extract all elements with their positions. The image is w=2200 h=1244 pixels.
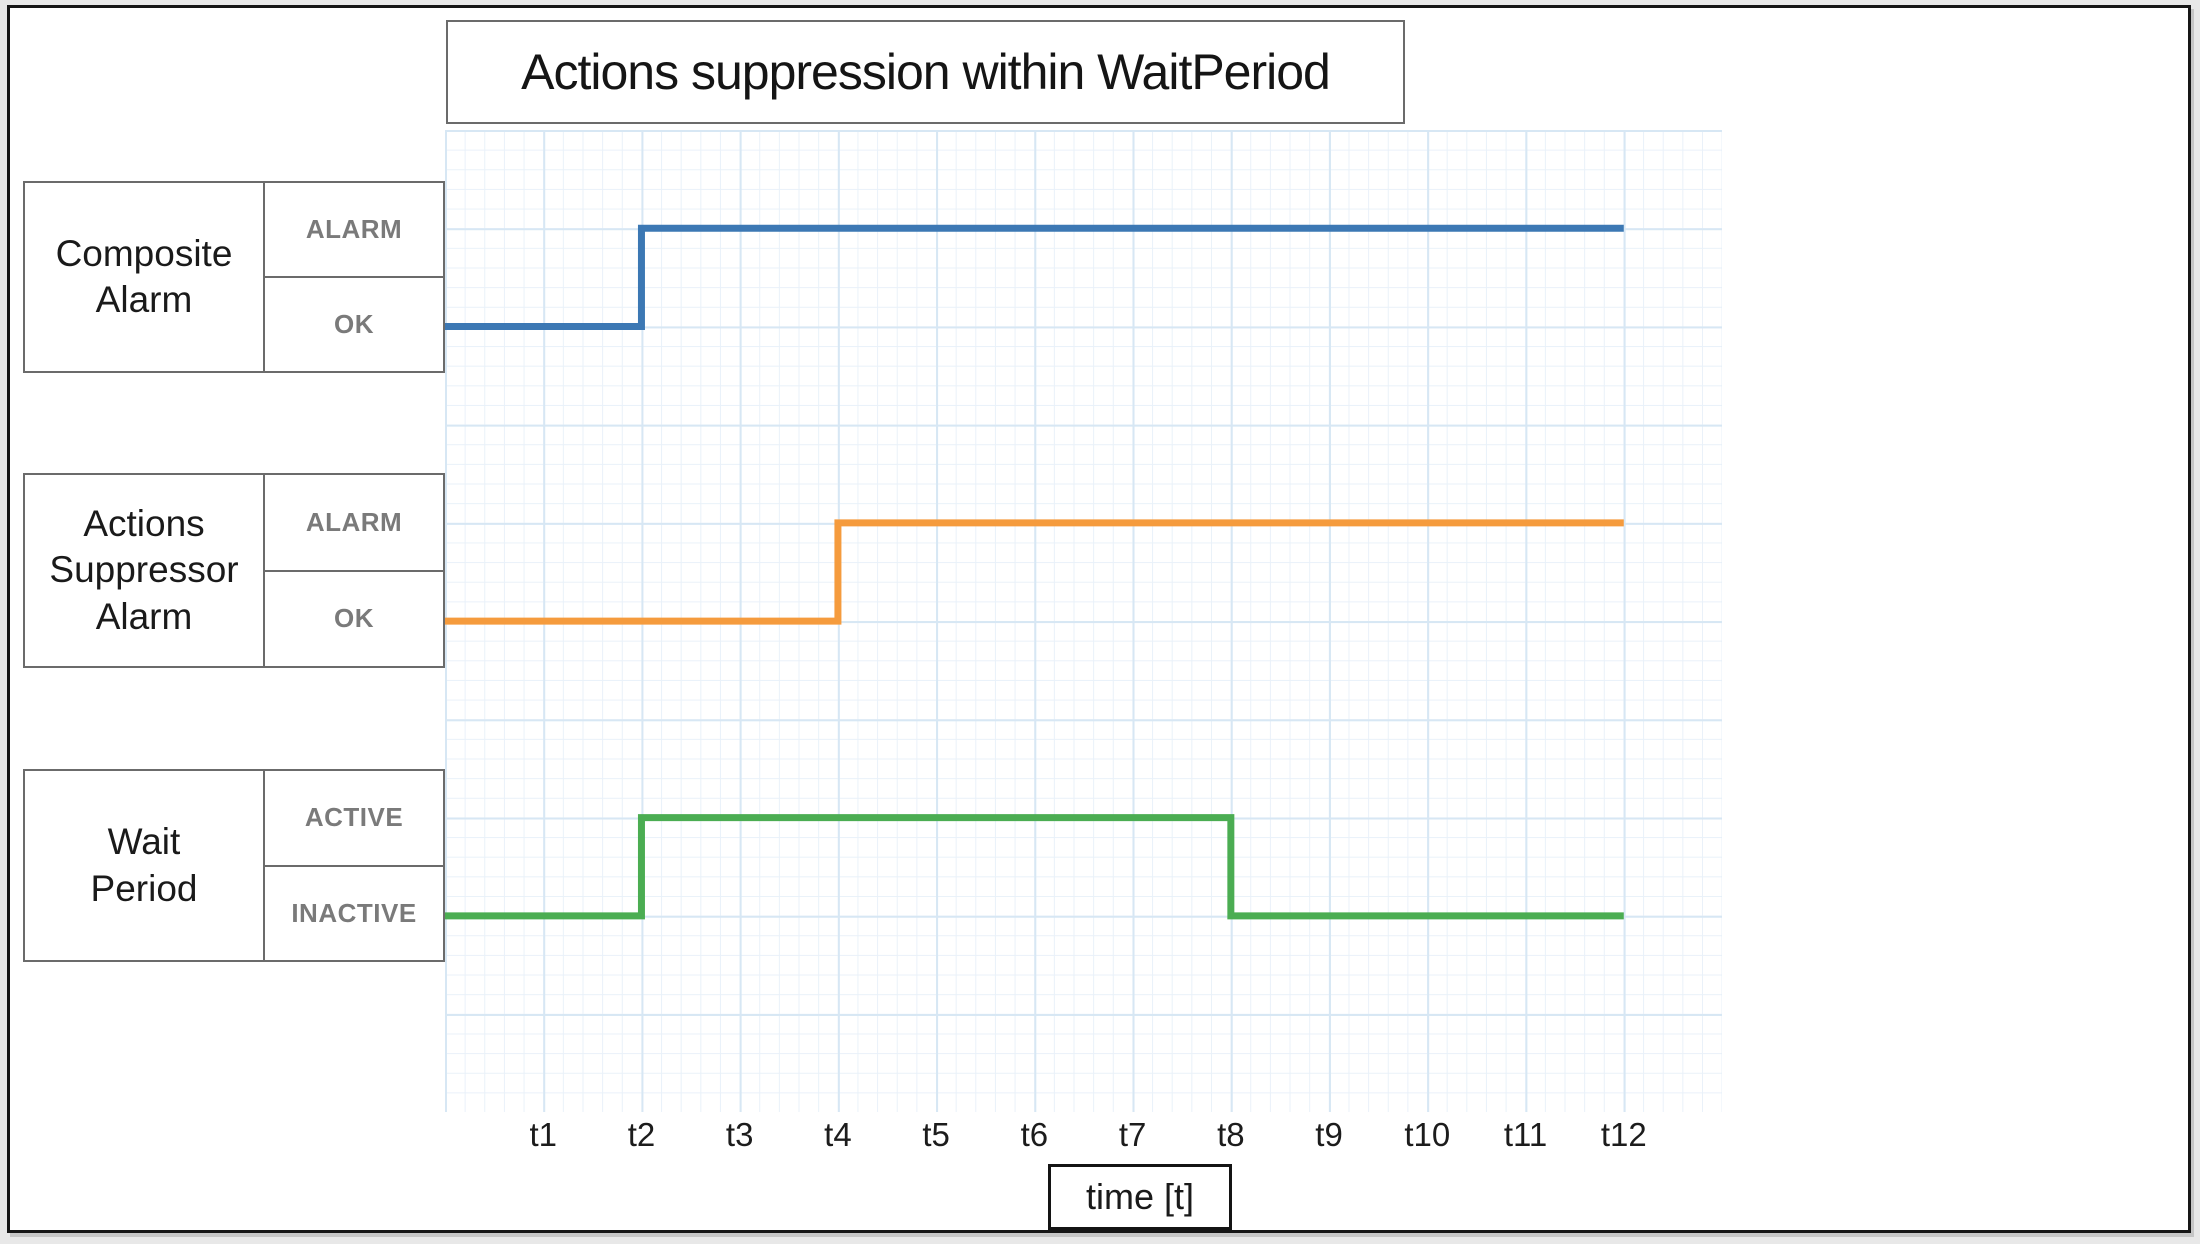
series-label-box-composite-alarm: Composite Alarm ALARM OK xyxy=(23,181,445,373)
series-name-actions-suppressor-alarm: Actions Suppressor Alarm xyxy=(25,475,265,666)
x-axis-label-box: time [t] xyxy=(1048,1164,1232,1230)
x-tick-t1: t1 xyxy=(529,1116,557,1153)
x-tick-t10: t10 xyxy=(1404,1116,1451,1153)
plot-area xyxy=(445,130,1722,1112)
chart-title: Actions suppression within WaitPeriod xyxy=(521,44,1331,100)
x-tick-t4: t4 xyxy=(824,1116,852,1153)
state-label-inactive: INACTIVE xyxy=(291,897,417,928)
x-tick-t8: t8 xyxy=(1217,1116,1245,1153)
series-states-composite-alarm: ALARM OK xyxy=(265,183,443,371)
series-name-wait-period: Wait Period xyxy=(25,771,265,960)
x-tick-t7: t7 xyxy=(1118,1116,1147,1153)
x-tick-t11: t11 xyxy=(1503,1116,1548,1153)
series-label-box-wait-period: Wait Period ACTIVE INACTIVE xyxy=(23,769,445,962)
state-label-active: ACTIVE xyxy=(265,771,443,867)
series-states-wait-period: ACTIVE INACTIVE xyxy=(265,771,443,960)
state-label-ok: OK xyxy=(334,309,374,339)
chart-title-box: Actions suppression within WaitPeriod xyxy=(446,20,1405,124)
x-tick-t9: t9 xyxy=(1315,1116,1343,1153)
x-tick-t6: t6 xyxy=(1020,1116,1049,1153)
series-name-composite-alarm: Composite Alarm xyxy=(25,183,265,371)
state-label-alarm: ALARM xyxy=(265,183,443,278)
x-axis-label: time [t] xyxy=(1085,1176,1195,1217)
series-states-actions-suppressor-alarm: ALARM OK xyxy=(265,475,443,666)
series-label-box-actions-suppressor-alarm: Actions Suppressor Alarm ALARM OK xyxy=(23,473,445,668)
x-tick-t2: t2 xyxy=(627,1116,656,1153)
state-label-alarm: ALARM xyxy=(265,475,443,572)
x-tick-t5: t5 xyxy=(922,1116,950,1153)
x-tick-t12: t12 xyxy=(1600,1116,1647,1153)
state-label-ok: OK xyxy=(334,603,374,634)
x-tick-t3: t3 xyxy=(725,1116,754,1153)
